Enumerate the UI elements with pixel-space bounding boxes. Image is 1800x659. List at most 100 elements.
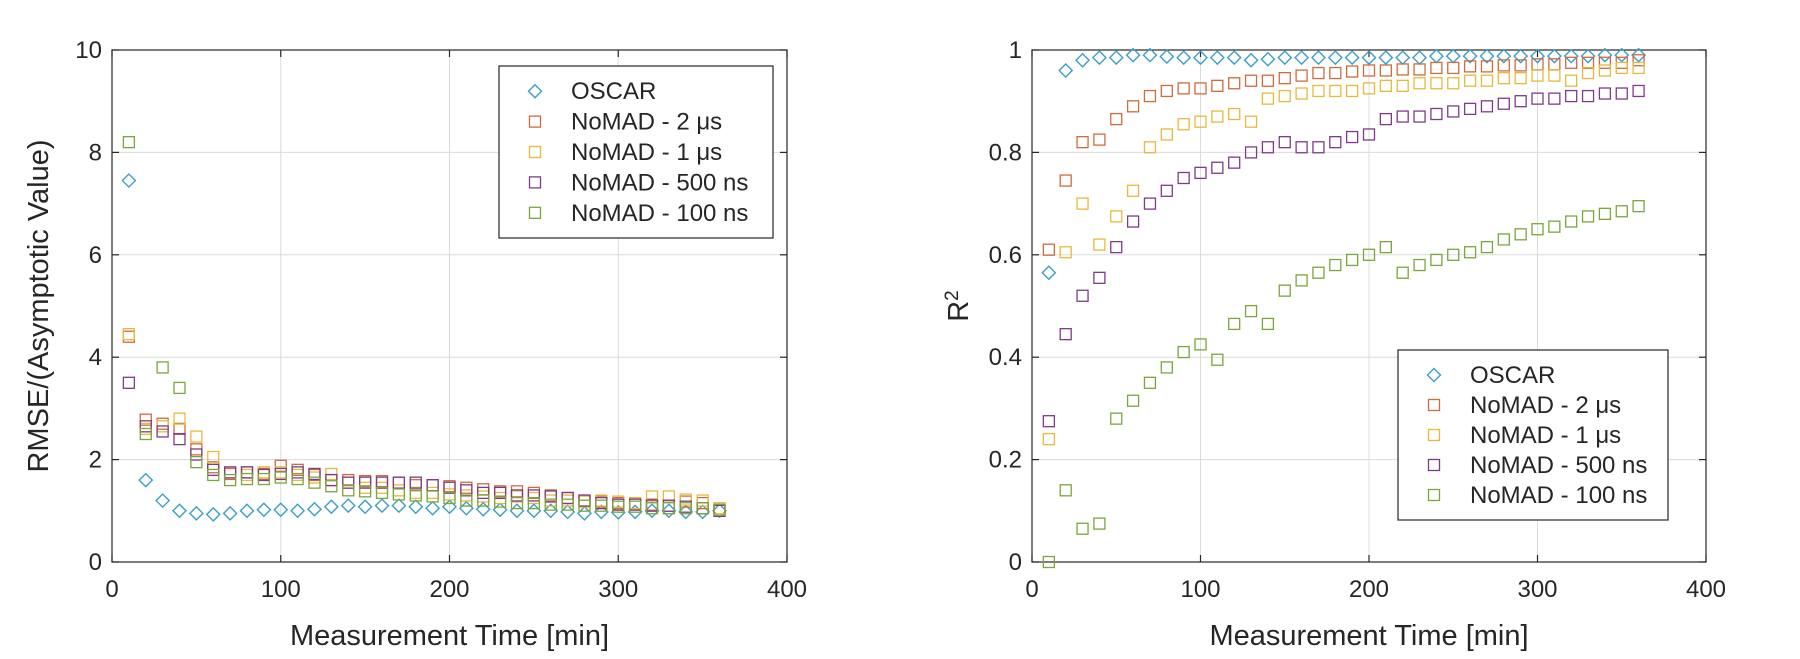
data-point xyxy=(1344,50,1360,66)
data-point xyxy=(1125,47,1141,63)
legend-label: NoMAD - 1 μs xyxy=(1470,422,1621,449)
data-point xyxy=(409,489,422,502)
data-point xyxy=(1379,112,1392,126)
data-point xyxy=(1329,66,1342,80)
data-point xyxy=(1513,48,1529,64)
legend-label: NoMAD - 500 ns xyxy=(571,169,748,196)
data-point xyxy=(1565,56,1578,69)
data-point xyxy=(1430,253,1443,267)
data-point xyxy=(223,466,237,479)
data-point xyxy=(1278,72,1291,85)
data-point xyxy=(662,490,676,503)
data-point xyxy=(1514,72,1527,85)
data-point xyxy=(644,503,660,519)
r2-chart: 0 100 200 300 400 0 0.2 0.4 0.6 0.8 1 Measurement T… xyxy=(942,37,1727,652)
x-tick-label: 400 xyxy=(1686,576,1726,603)
data-point xyxy=(1548,220,1561,233)
data-point xyxy=(645,490,659,503)
data-point xyxy=(1126,215,1140,228)
data-point xyxy=(1362,128,1376,141)
data-point xyxy=(1278,89,1291,103)
data-point xyxy=(1632,200,1645,213)
data-point xyxy=(1211,353,1224,366)
data-point xyxy=(1076,289,1089,302)
legend-box xyxy=(498,65,774,239)
data-point xyxy=(1312,84,1325,98)
data-point xyxy=(1497,59,1510,72)
rmse-chart: 0 100 200 300 400 0 2 4 6 8 10 Measurement Time [mi… xyxy=(23,37,807,652)
data-point xyxy=(1194,338,1207,351)
data-point xyxy=(122,376,136,389)
data-point xyxy=(1598,207,1612,220)
data-point xyxy=(1413,110,1426,123)
data-point xyxy=(1312,66,1325,80)
data-point xyxy=(477,486,490,500)
data-point xyxy=(1143,141,1157,154)
data-point xyxy=(342,484,355,497)
data-point xyxy=(207,450,220,464)
data-point xyxy=(1093,517,1106,530)
data-point xyxy=(1295,87,1308,100)
data-point xyxy=(1581,210,1595,223)
data-point xyxy=(713,503,726,516)
data-point xyxy=(1563,48,1579,64)
data-point xyxy=(190,448,203,461)
data-point xyxy=(1396,79,1409,92)
data-point xyxy=(595,499,608,512)
data-point xyxy=(1076,522,1089,535)
data-point xyxy=(1346,65,1359,78)
data-point xyxy=(1244,115,1258,128)
data-point xyxy=(1615,87,1628,100)
data-point xyxy=(1614,47,1630,63)
data-point xyxy=(1379,240,1392,254)
data-point xyxy=(1261,92,1275,105)
data-point xyxy=(257,472,271,486)
data-point xyxy=(155,493,171,509)
data-point xyxy=(1327,50,1343,66)
data-point xyxy=(1632,84,1645,98)
data-point xyxy=(1243,52,1259,68)
data-point xyxy=(1110,210,1123,223)
data-point xyxy=(375,476,389,489)
legend: OSCAR NoMAD - 2 μs NoMAD - 1 μs NoMAD - 500… xyxy=(498,65,774,239)
data-point xyxy=(374,498,390,514)
data-point xyxy=(1059,328,1072,341)
data-point xyxy=(1211,161,1224,174)
data-point xyxy=(156,425,169,438)
data-point xyxy=(1379,79,1392,92)
legend-marker xyxy=(1427,488,1441,502)
data-point xyxy=(1346,253,1359,267)
data-point xyxy=(375,486,389,500)
data-point xyxy=(1160,128,1173,141)
data-point xyxy=(1211,110,1224,123)
data-point xyxy=(1514,95,1527,108)
data-point xyxy=(1565,215,1578,228)
data-point xyxy=(1160,361,1173,374)
legend-label: NoMAD - 100 ns xyxy=(571,200,748,227)
data-point xyxy=(1497,72,1510,85)
data-point xyxy=(460,494,473,507)
legend-label: NoMAD - 2 μs xyxy=(1470,392,1621,419)
data-point xyxy=(156,361,169,374)
data-point xyxy=(1058,62,1074,78)
data-point xyxy=(358,485,372,498)
data-point xyxy=(1581,66,1595,80)
data-point xyxy=(256,502,272,518)
data-point xyxy=(1093,238,1106,251)
data-point xyxy=(1497,233,1510,246)
data-point xyxy=(1479,48,1495,64)
data-point xyxy=(1463,60,1477,73)
data-point xyxy=(1177,118,1190,131)
y-tick-label: 0.2 xyxy=(989,447,1022,474)
legend-marker xyxy=(1427,398,1441,412)
data-point xyxy=(1209,50,1225,66)
data-point xyxy=(188,505,204,521)
data-point xyxy=(1228,107,1241,121)
data-point xyxy=(1378,50,1394,66)
data-point xyxy=(1396,63,1409,76)
series-nomad-500-ns xyxy=(1042,84,1645,428)
data-point xyxy=(527,496,541,510)
data-point xyxy=(1194,115,1207,128)
data-point xyxy=(1362,82,1376,95)
y-tick-label: 6 xyxy=(89,242,102,269)
